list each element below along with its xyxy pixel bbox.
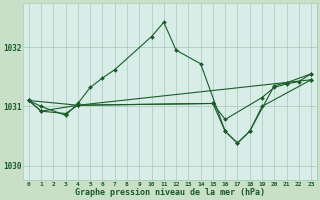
X-axis label: Graphe pression niveau de la mer (hPa): Graphe pression niveau de la mer (hPa) xyxy=(75,188,265,197)
